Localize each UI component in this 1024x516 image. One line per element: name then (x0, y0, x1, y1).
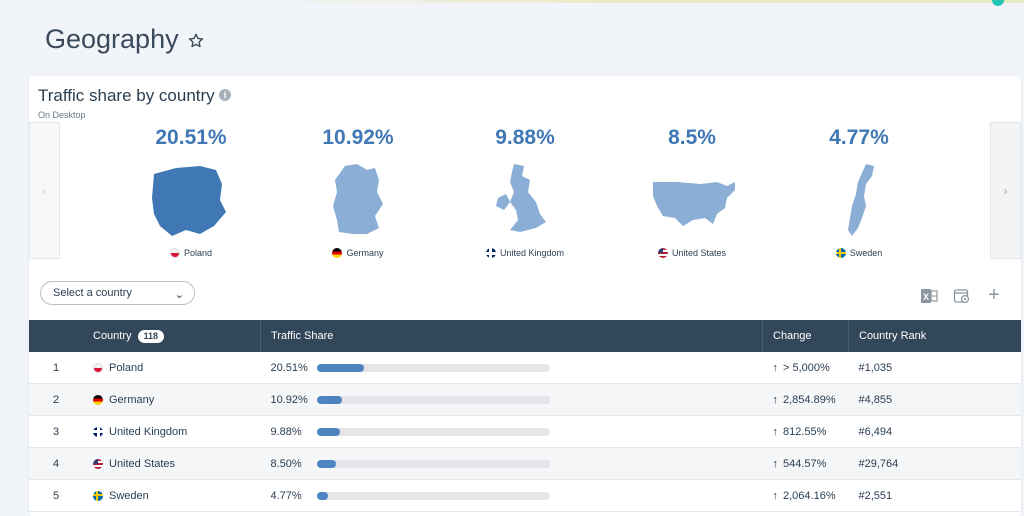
arrow-up-icon: ↑ (772, 393, 779, 406)
info-icon[interactable]: i (219, 89, 231, 101)
chevron-right-icon: › (1003, 183, 1008, 198)
row-number: 4 (29, 447, 83, 480)
sweden-map-icon (848, 164, 874, 236)
row-country[interactable]: Poland (83, 352, 261, 384)
row-number: 1 (29, 352, 83, 384)
card-title: Traffic share by country (38, 86, 215, 105)
row-country[interactable]: United Kingdom (83, 415, 261, 448)
share-bar (316, 363, 550, 372)
row-share: 20.51% (260, 352, 763, 384)
tile-country-name: Sweden (784, 248, 934, 258)
germany-flag-icon (332, 248, 343, 258)
row-country-rank: #1,035 (848, 352, 1021, 384)
germany-map-icon (333, 164, 383, 234)
country-tile-united-kingdom[interactable]: 9.88% United Kingdom (450, 126, 600, 266)
settings-icon[interactable] (953, 287, 971, 305)
row-share: 9.88% (260, 415, 763, 448)
country-tile-poland[interactable]: 20.51% Poland (116, 126, 266, 266)
country-count-badge: 118 (137, 329, 165, 343)
tile-country-name: Germany (283, 248, 433, 258)
poland-flag-icon (169, 248, 180, 258)
row-number: 3 (29, 415, 83, 448)
row-change: ↑ 544.57% (762, 447, 849, 480)
us-flag-icon (657, 248, 668, 258)
tile-percentage: 20.51% (155, 126, 227, 149)
country-select-value: Select a country (53, 287, 132, 299)
row-country-rank: #4,855 (848, 383, 1021, 416)
tile-country-name: United States (617, 248, 767, 258)
table-row[interactable]: 2 Germany 10.92% ↑ 2,854.89% #4,855 (29, 383, 1021, 416)
country-tile-united-states[interactable]: 8.5% United States (617, 126, 767, 266)
country-tile-germany[interactable]: 10.92% Germany (283, 126, 433, 266)
uk-flag-icon (93, 426, 103, 437)
arrow-up-icon: ↑ (772, 457, 779, 470)
germany-flag-icon (93, 394, 103, 405)
notification-dot (992, 0, 1004, 6)
header-country[interactable]: Country 118 (83, 320, 261, 352)
row-change: ↑ 812.55% (762, 415, 849, 448)
uk-flag-icon (485, 248, 496, 258)
svg-text:X: X (923, 292, 929, 302)
carousel-next-button[interactable]: › (990, 122, 1021, 259)
sweden-flag-icon (835, 248, 846, 258)
header-traffic-share[interactable]: Traffic Share (260, 320, 763, 352)
table-header-row: Country 118 Traffic Share Change Country … (29, 320, 1021, 352)
row-number: 2 (29, 383, 83, 416)
country-select[interactable]: Select a country ⌄ (40, 281, 195, 305)
united-states-map-icon (653, 182, 735, 226)
row-share: 8.50% (260, 447, 763, 480)
tile-percentage: 8.5% (668, 126, 716, 149)
arrow-up-icon: ↑ (772, 489, 779, 502)
share-bar (316, 491, 550, 500)
tile-country-name: Poland (116, 248, 266, 258)
top-accent-line (0, 0, 1024, 3)
row-change: ↑ > 5,000% (762, 352, 849, 384)
country-table: Country 118 Traffic Share Change Country … (29, 320, 1021, 512)
carousel-prev-button[interactable]: ‹ (29, 122, 60, 259)
header-country-rank[interactable]: Country Rank (848, 320, 1021, 352)
tile-country-name: United Kingdom (450, 248, 600, 258)
poland-map-icon (152, 166, 226, 236)
row-country[interactable]: United States (83, 447, 261, 480)
sweden-flag-icon (93, 490, 103, 501)
plus-icon[interactable]: + (988, 284, 1000, 306)
excel-export-icon[interactable]: X (920, 287, 938, 305)
country-tile-sweden[interactable]: 4.77% Sweden (784, 126, 934, 266)
share-bar (316, 459, 550, 468)
arrow-up-icon: ↑ (772, 361, 779, 374)
tile-percentage: 10.92% (322, 126, 394, 149)
tile-percentage: 4.77% (829, 126, 889, 149)
card-subtitle: On Desktop (38, 110, 86, 120)
chevron-left-icon: ‹ (42, 183, 47, 198)
united-kingdom-map-icon (496, 164, 546, 232)
traffic-share-card: Traffic share by country i On Desktop ‹ … (29, 76, 1021, 516)
chevron-down-icon: ⌄ (174, 289, 184, 301)
row-country-rank: #29,764 (848, 447, 1021, 480)
row-share: 10.92% (260, 383, 763, 416)
row-change: ↑ 2,854.89% (762, 383, 849, 416)
table-row[interactable]: 3 United Kingdom 9.88% ↑ 812.55% #6,494 (29, 415, 1021, 448)
row-country-rank: #6,494 (848, 415, 1021, 448)
row-country[interactable]: Germany (83, 383, 261, 416)
tile-percentage: 9.88% (495, 126, 555, 149)
page-title: Geography (45, 24, 179, 54)
star-outline-icon[interactable] (187, 32, 205, 50)
share-bar (316, 395, 550, 404)
us-flag-icon (93, 458, 103, 469)
table-row[interactable]: 4 United States 8.50% ↑ 544.57% #29,764 (29, 447, 1021, 480)
poland-flag-icon (93, 362, 103, 373)
header-rank-col (29, 320, 83, 352)
share-bar (316, 427, 550, 436)
table-row[interactable]: 1 Poland 20.51% ↑ > 5,000% #1,035 (29, 352, 1021, 384)
header-change[interactable]: Change (762, 320, 849, 352)
arrow-up-icon: ↑ (772, 425, 779, 438)
